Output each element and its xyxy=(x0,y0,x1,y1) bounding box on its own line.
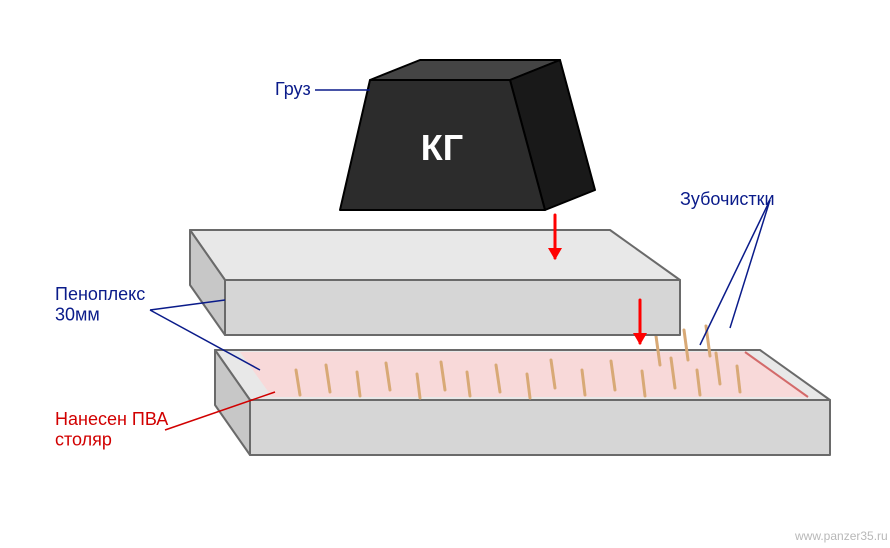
bottom-slab-front xyxy=(250,400,830,455)
label-glue: Нанесен ПВАстоляр xyxy=(55,409,168,450)
weight-kg-text: КГ xyxy=(421,127,463,168)
top-slab-top xyxy=(190,230,680,280)
label-toothpicks: Зубочистки xyxy=(680,189,775,209)
glue-area xyxy=(240,352,808,397)
label-slab: Пеноплекс30мм xyxy=(55,284,145,325)
label-weight: Груз xyxy=(275,79,311,99)
top-slab-front xyxy=(225,280,680,335)
watermark: www.panzer35.ru xyxy=(794,529,888,543)
